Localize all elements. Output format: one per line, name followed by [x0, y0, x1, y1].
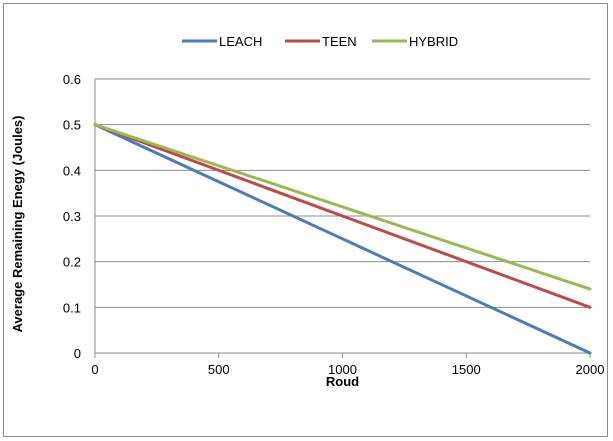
axes: [94, 79, 591, 358]
y-tick-label: 0.4: [63, 163, 81, 178]
x-tick-label: 1000: [328, 362, 357, 377]
x-tick-label: 1500: [452, 362, 481, 377]
x-axis-title: Roud: [326, 374, 359, 389]
series-line-leach: [93, 123, 592, 355]
y-tick-labels: 0 0.1 0.2 0.3 0.4 0.5 0.6: [63, 72, 81, 361]
x-tick-label: 2000: [576, 362, 605, 377]
y-tick-label: 0.6: [63, 72, 81, 87]
gridlines: [95, 78, 590, 308]
y-axis-title: Average Remaining Enegy (Joules): [10, 116, 25, 333]
series-line-hybrid: [93, 123, 592, 291]
legend-label-hybrid: HYBRID: [409, 34, 458, 49]
x-tick-label: 500: [208, 362, 230, 377]
x-tick-labels: 0 500 1000 1500 2000: [91, 362, 604, 377]
x-tick-label: 0: [91, 362, 98, 377]
legend-label-leach: LEACH: [219, 34, 262, 49]
chart-frame: [3, 3, 608, 437]
legend-label-teen: TEEN: [322, 34, 357, 49]
series-line-teen: [93, 123, 592, 309]
y-tick-label: 0.2: [63, 255, 81, 270]
y-tick-label: 0: [74, 346, 81, 361]
series-lines: [93, 123, 592, 355]
legend: LEACH TEEN HYBRID: [182, 34, 458, 49]
y-tick-label: 0.1: [63, 300, 81, 315]
y-tick-label: 0.3: [63, 209, 81, 224]
y-tick-label: 0.5: [63, 118, 81, 133]
